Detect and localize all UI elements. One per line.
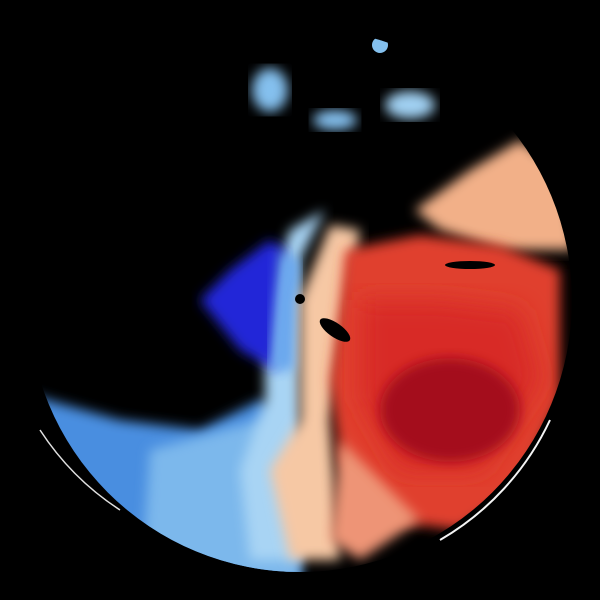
blue-echo bbox=[313, 110, 357, 130]
radar-site bbox=[295, 294, 305, 304]
range-edge bbox=[439, 419, 551, 541]
blue-transition bbox=[270, 250, 300, 370]
radar-sweep bbox=[30, 37, 572, 572]
dark-blue-core bbox=[200, 240, 285, 370]
blue-echo bbox=[385, 91, 435, 119]
orange-region bbox=[330, 440, 420, 560]
peach-region bbox=[415, 140, 572, 250]
blue-echo bbox=[252, 68, 288, 112]
gap bbox=[319, 318, 351, 342]
gap bbox=[445, 261, 495, 269]
range-edge bbox=[39, 429, 121, 511]
dark-red-core bbox=[380, 358, 520, 462]
peach-band bbox=[270, 225, 360, 560]
light-blue-strip bbox=[240, 210, 325, 560]
